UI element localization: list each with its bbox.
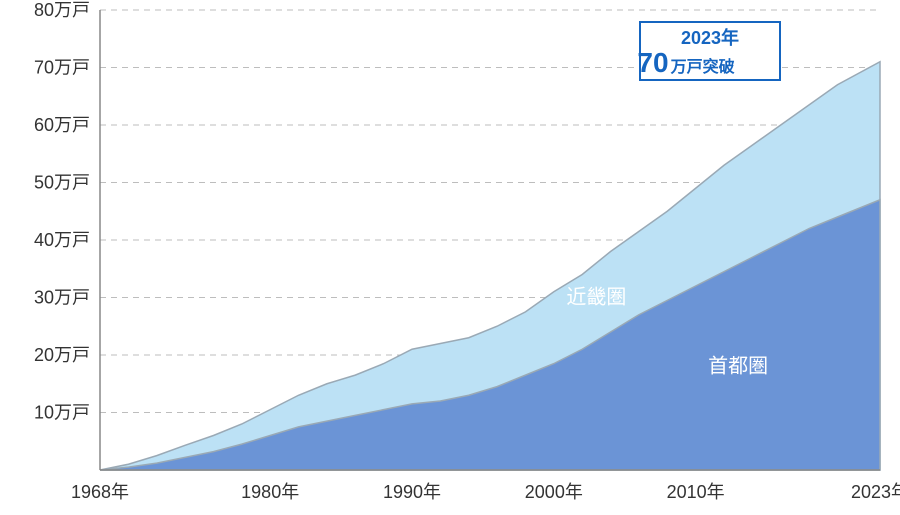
y-tick-label: 70万戸	[34, 58, 90, 78]
x-tick-label: 2023年	[851, 482, 900, 502]
y-tick-label: 80万戸	[34, 0, 90, 20]
callout-year: 2023年	[681, 27, 739, 48]
x-tick-label: 2010年	[667, 482, 725, 502]
y-tick-label: 60万戸	[34, 115, 90, 135]
series-label: 近畿圏	[566, 285, 626, 308]
y-tick-label: 50万戸	[34, 173, 90, 193]
x-tick-label: 1980年	[241, 482, 299, 502]
area-chart: 10万戸 20万戸 30万戸 40万戸 50万戸 60万戸 70万戸 80万戸 1968年 198…	[0, 0, 900, 515]
y-tick-label: 20万戸	[34, 345, 90, 365]
series-label: 首都圏	[708, 354, 768, 377]
y-tick-label: 30万戸	[34, 288, 90, 308]
chart-svg: 10万戸 20万戸 30万戸 40万戸 50万戸 60万戸 70万戸 80万戸 1968年 198…	[0, 0, 900, 515]
y-tick-label: 10万戸	[34, 403, 90, 423]
x-tick-label: 1990年	[383, 482, 441, 502]
x-tick-label: 1968年	[71, 482, 129, 502]
x-tick-label: 2000年	[525, 482, 583, 502]
y-tick-label: 40万戸	[34, 230, 90, 250]
